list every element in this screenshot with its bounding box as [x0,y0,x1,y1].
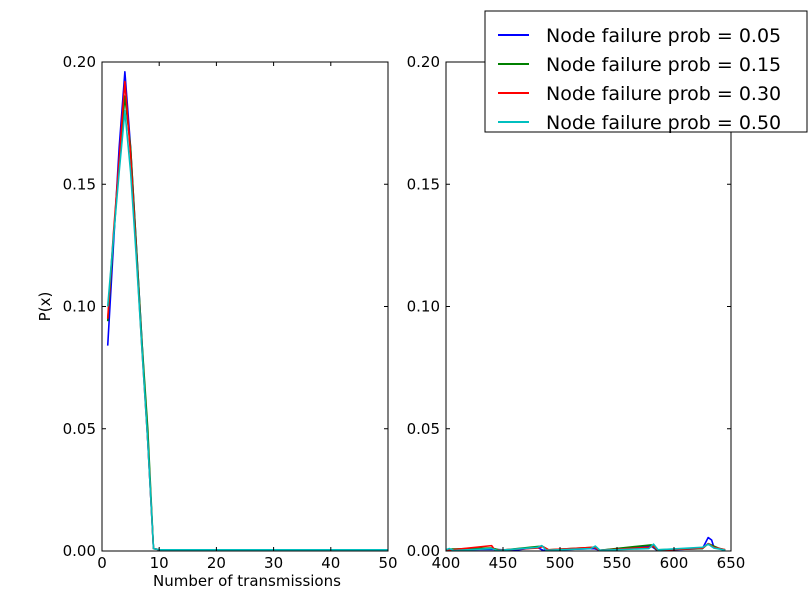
right-plot: 400 450 500 550 600 650 0.00 0.05 0.10 0.15 0.20 [407,53,746,572]
x-tick-label: 650 [717,554,746,572]
y-tick-label: 0.00 [407,542,440,560]
legend-label: Node failure prob = 0.50 [546,112,781,134]
y-tick-label: 0.00 [63,542,96,560]
plot-frame [101,61,389,552]
x-tick-label: 450 [489,554,518,572]
x-axis-label: Number of transmissions [153,572,341,590]
series-line-3 [106,110,388,551]
y-tick-label: 0.05 [407,420,440,438]
x-tick-label: 0 [97,554,107,572]
series-lines [106,70,388,551]
legend: Node failure prob = 0.05 Node failure pro… [484,10,808,134]
y-tick-label: 0.15 [407,175,440,193]
x-tick-label: 20 [207,554,226,572]
x-tick-label: 50 [378,554,397,572]
series-line-3 [446,543,726,551]
x-tick-label: 550 [603,554,632,572]
legend-label: Node failure prob = 0.05 [546,25,781,47]
x-tick-label: 10 [150,554,169,572]
y-tick-label: 0.20 [63,53,96,71]
legend-label: Node failure prob = 0.30 [546,83,781,105]
x-tick-label: 30 [264,554,283,572]
x-tick-label: 400 [432,554,461,572]
legend-box [484,10,808,133]
y-tick-label: 0.20 [407,53,440,71]
x-tick-label: 500 [546,554,575,572]
y-axis-label: P(x) [36,292,54,322]
y-tick-label: 0.05 [63,420,96,438]
left-plot: 0 10 20 30 40 50 0.00 0.05 0.10 0.15 0.20 Number of… [36,53,398,590]
y-tick-label: 0.10 [63,298,96,316]
plot-frame [445,61,732,552]
y-tick-label: 0.10 [407,298,440,316]
y-tick-label: 0.15 [63,175,96,193]
series-lines [446,536,726,551]
x-tick-label: 40 [321,554,340,572]
x-tick-label: 600 [660,554,689,572]
legend-label: Node failure prob = 0.15 [546,54,781,76]
